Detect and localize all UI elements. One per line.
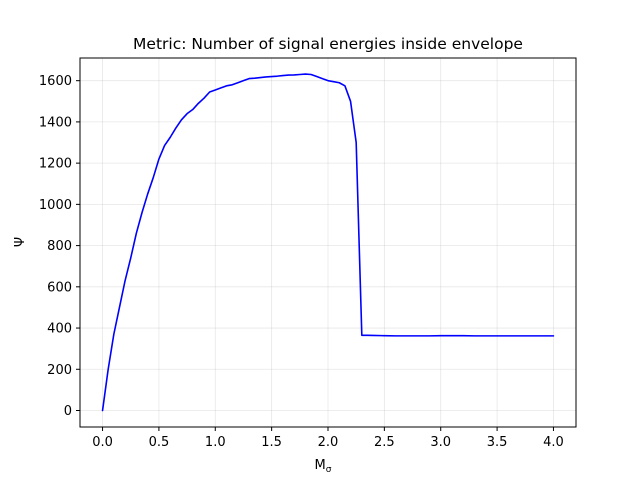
y-tick-label: 200	[47, 363, 72, 378]
x-axis-label-main: M	[315, 458, 326, 473]
y-tick-label: 1400	[39, 115, 72, 130]
y-tick-label: 600	[47, 280, 72, 295]
x-tick-label: 0.0	[92, 435, 113, 450]
x-tick-label: 2.0	[318, 435, 339, 450]
grid	[80, 58, 576, 427]
y-tick-label: 1000	[39, 198, 72, 213]
x-tick-label: 0.5	[149, 435, 170, 450]
x-axis-label-subscript: σ	[326, 465, 332, 475]
x-axis-label: Mσ	[315, 458, 332, 475]
series-line	[101, 73, 555, 412]
x-tick-label: 3.0	[430, 435, 451, 450]
y-tick-label: 800	[47, 239, 72, 254]
y-tick-label: 0	[64, 404, 72, 419]
plot-area	[80, 58, 576, 427]
chart-title: Metric: Number of signal energies inside…	[133, 35, 523, 53]
x-axis-ticks: 0.0 0.5 1.0 1.5 2.0 2.5 3.0 3.5 4.0	[92, 427, 564, 450]
x-tick-label: 2.5	[374, 435, 395, 450]
y-axis-ticks: 0 200 400 600 800 1000 1200 1400 1600	[39, 74, 80, 419]
y-axis-label: Ψ	[13, 237, 28, 247]
y-tick-label: 400	[47, 322, 72, 337]
x-tick-label: 1.5	[261, 435, 282, 450]
y-tick-label: 1600	[39, 74, 72, 89]
x-tick-label: 1.0	[205, 435, 226, 450]
series-layer	[101, 73, 555, 412]
x-tick-label: 4.0	[543, 435, 564, 450]
x-tick-label: 3.5	[487, 435, 508, 450]
y-tick-label: 1200	[39, 157, 72, 172]
